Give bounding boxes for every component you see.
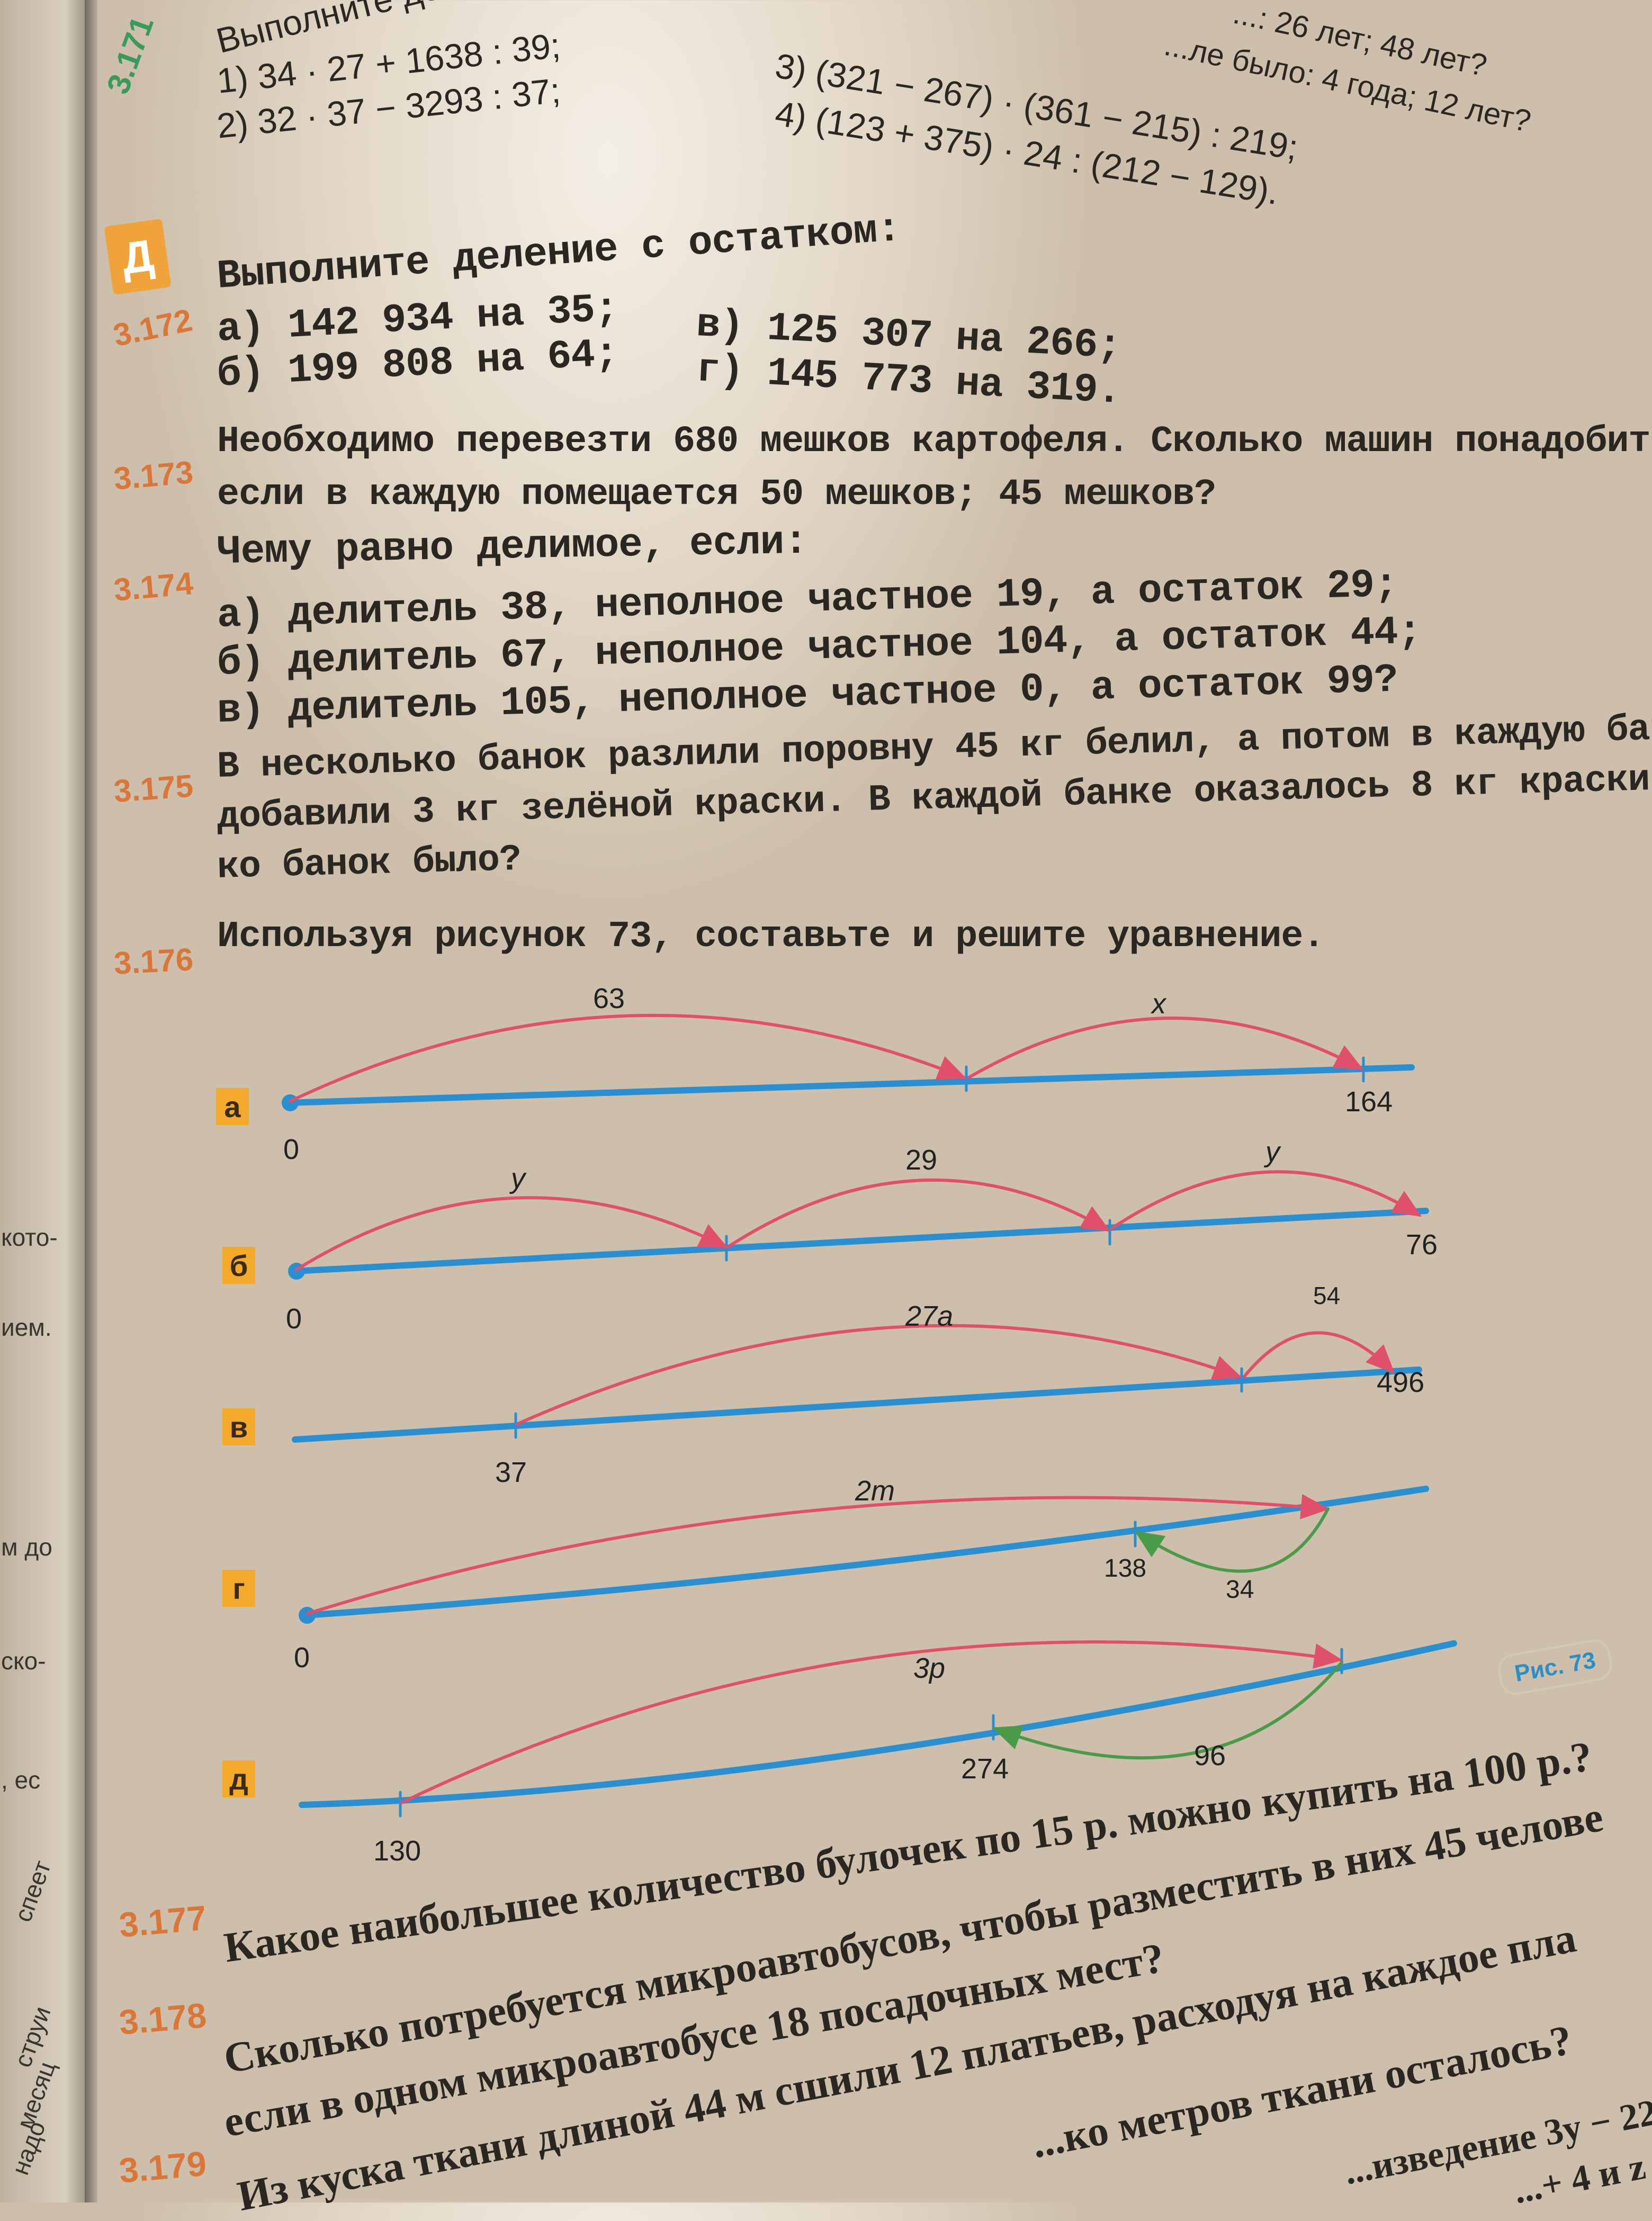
arc-y2 <box>1110 1170 1422 1230</box>
left-page-fragment: м до <box>1 1533 52 1561</box>
problem-text: Используя рисунок 73, составьте и решите… <box>217 916 1325 958</box>
arc-label: 54 <box>1313 1282 1341 1309</box>
arc-back-34 <box>1134 1507 1330 1573</box>
arc-54 <box>1243 1331 1395 1378</box>
figure-part-label: в <box>222 1408 255 1445</box>
arc-label: 2m <box>855 1475 895 1507</box>
arc-back-96 <box>992 1661 1343 1760</box>
left-page-fragment: , ес <box>1 1766 41 1794</box>
arc-2m <box>306 1494 1330 1615</box>
tick-label: 0 <box>294 1642 310 1674</box>
figure-part-label: д <box>222 1760 255 1797</box>
number-line-a <box>285 1064 1415 1106</box>
problem-number: 3.179 <box>117 2143 208 2190</box>
tick-label: 0 <box>283 1134 300 1165</box>
number-line-g <box>303 1486 1429 1618</box>
arc-63 <box>289 1013 967 1103</box>
number-line-b <box>292 1208 1429 1274</box>
left-page-fragment: ско- <box>1 1647 46 1675</box>
book-gutter <box>85 0 97 2202</box>
left-page-edge <box>0 0 93 2202</box>
arc-label: 96 <box>1194 1740 1226 1772</box>
arc-29 <box>726 1179 1111 1248</box>
tick-label: 274 <box>961 1753 1009 1785</box>
problem-number: 3.177 <box>117 1898 208 1945</box>
arc-3p <box>400 1640 1343 1804</box>
arc-27a <box>515 1324 1242 1426</box>
arc-label: x <box>1152 988 1166 1020</box>
arc-y1 <box>295 1196 729 1271</box>
arc-label: y <box>1265 1136 1280 1168</box>
arc-label: 34 <box>1226 1576 1254 1604</box>
arc-label: 27a <box>905 1300 954 1332</box>
tick-label: 496 <box>1377 1366 1425 1398</box>
tick-label: 164 <box>1345 1086 1393 1118</box>
left-page-fragment: кото- <box>1 1224 58 1251</box>
tick-label: 37 <box>495 1456 527 1488</box>
problem-text-line: Необходимо перевезти 680 мешков картофел… <box>217 421 1652 463</box>
tick-label: 138 <box>1104 1554 1147 1582</box>
figure-part-label: б <box>222 1247 255 1284</box>
arc-x <box>967 1017 1364 1079</box>
figure-part-label: а <box>216 1088 249 1125</box>
number-line-v <box>292 1366 1422 1443</box>
problem-text-line: если в каждую помещается 50 мешков; 45 м… <box>217 474 1216 516</box>
left-page-fragment: ием. <box>1 1314 52 1341</box>
problem-number: 3.178 <box>117 1995 208 2042</box>
tick-label: 0 <box>286 1303 302 1335</box>
tick-label: 130 <box>373 1835 421 1867</box>
arc-label: 63 <box>593 983 625 1014</box>
number-line-d <box>299 1640 1457 1808</box>
arc-label: 3p <box>913 1652 946 1684</box>
tick-label: 76 <box>1406 1229 1438 1261</box>
figure-part-label: г <box>222 1570 255 1607</box>
arc-label: 29 <box>905 1144 938 1176</box>
arc-label: y <box>511 1163 525 1194</box>
